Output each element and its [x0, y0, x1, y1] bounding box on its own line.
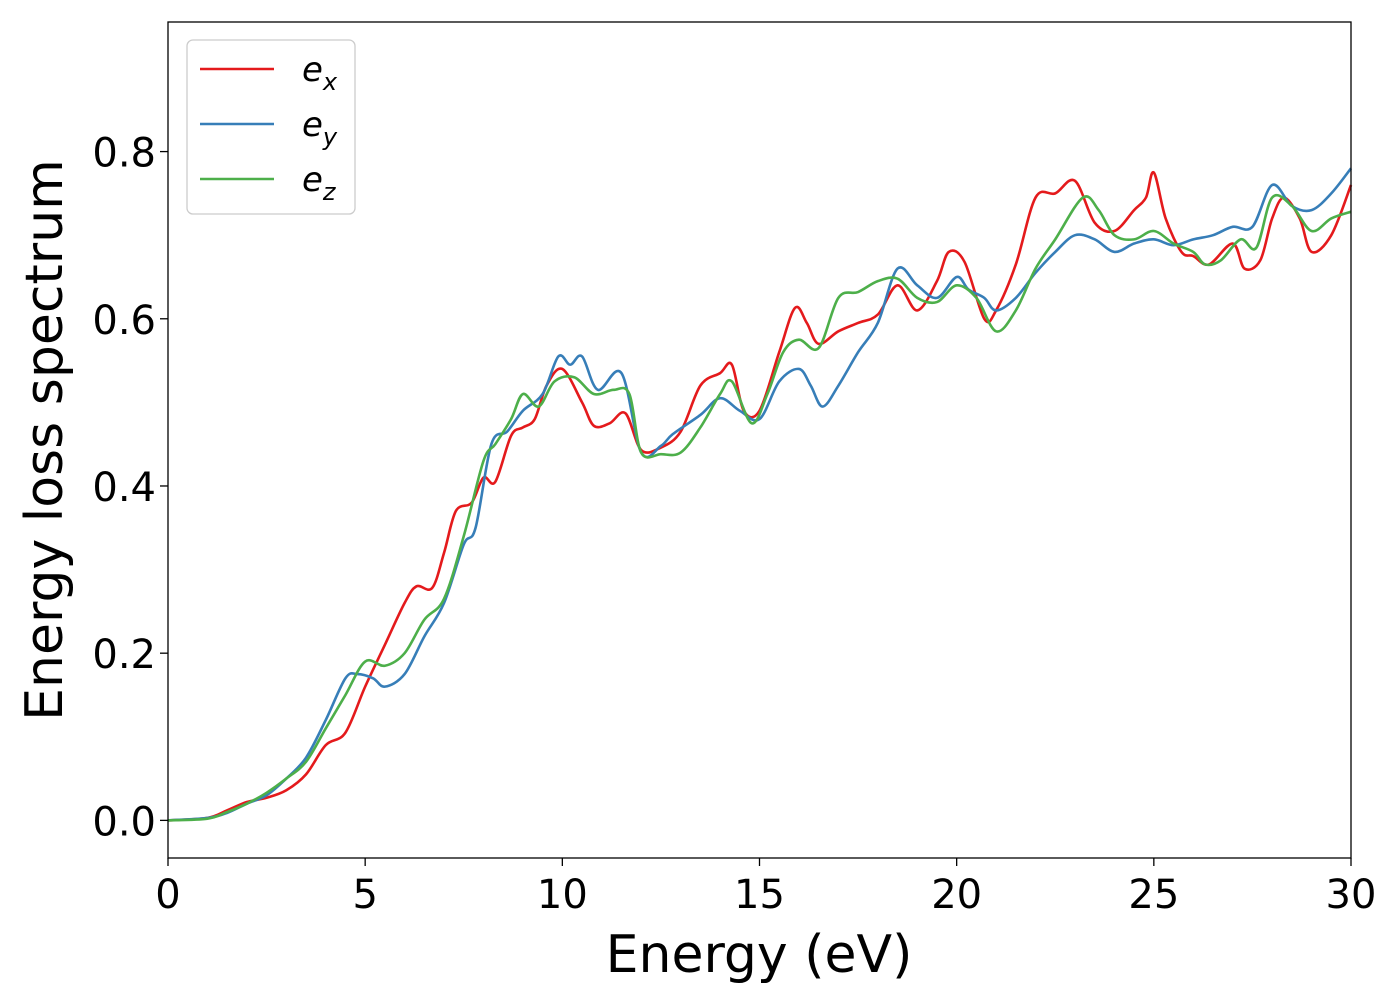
- y-tick-label: 0.8: [92, 131, 156, 177]
- x-tick-label: 10: [537, 872, 588, 918]
- legend-box: [186, 39, 356, 215]
- y-axis-label: Energy loss spectrum: [15, 159, 75, 721]
- y-tick-label: 0.4: [92, 465, 156, 511]
- series-line-ex: [167, 171, 1353, 822]
- x-tick-label: 0: [155, 872, 180, 918]
- series-lines: [167, 167, 1353, 822]
- y-tick-label: 0.0: [92, 799, 156, 845]
- x-tick-label: 30: [1326, 872, 1377, 918]
- legend: ex ey ez: [186, 39, 356, 215]
- legend-label-ex: ex: [302, 50, 338, 96]
- series-line-ez: [167, 193, 1352, 822]
- legend-label-ez: ez: [302, 160, 337, 206]
- y-tick-label: 0.2: [92, 632, 156, 678]
- x-axis-label: Energy (eV): [606, 925, 913, 985]
- y-tick-label: 0.6: [92, 298, 156, 344]
- x-axis-ticks: 0 5 10 15 20 25 30: [155, 858, 1376, 918]
- plot-area: [168, 22, 1351, 858]
- y-axis-ticks: 0.0 0.2 0.4 0.6 0.8: [92, 131, 168, 845]
- x-tick-label: 15: [734, 872, 785, 918]
- legend-label-ey: ey: [302, 105, 338, 151]
- x-tick-label: 25: [1128, 872, 1179, 918]
- x-tick-label: 20: [931, 872, 982, 918]
- x-tick-label: 5: [352, 872, 377, 918]
